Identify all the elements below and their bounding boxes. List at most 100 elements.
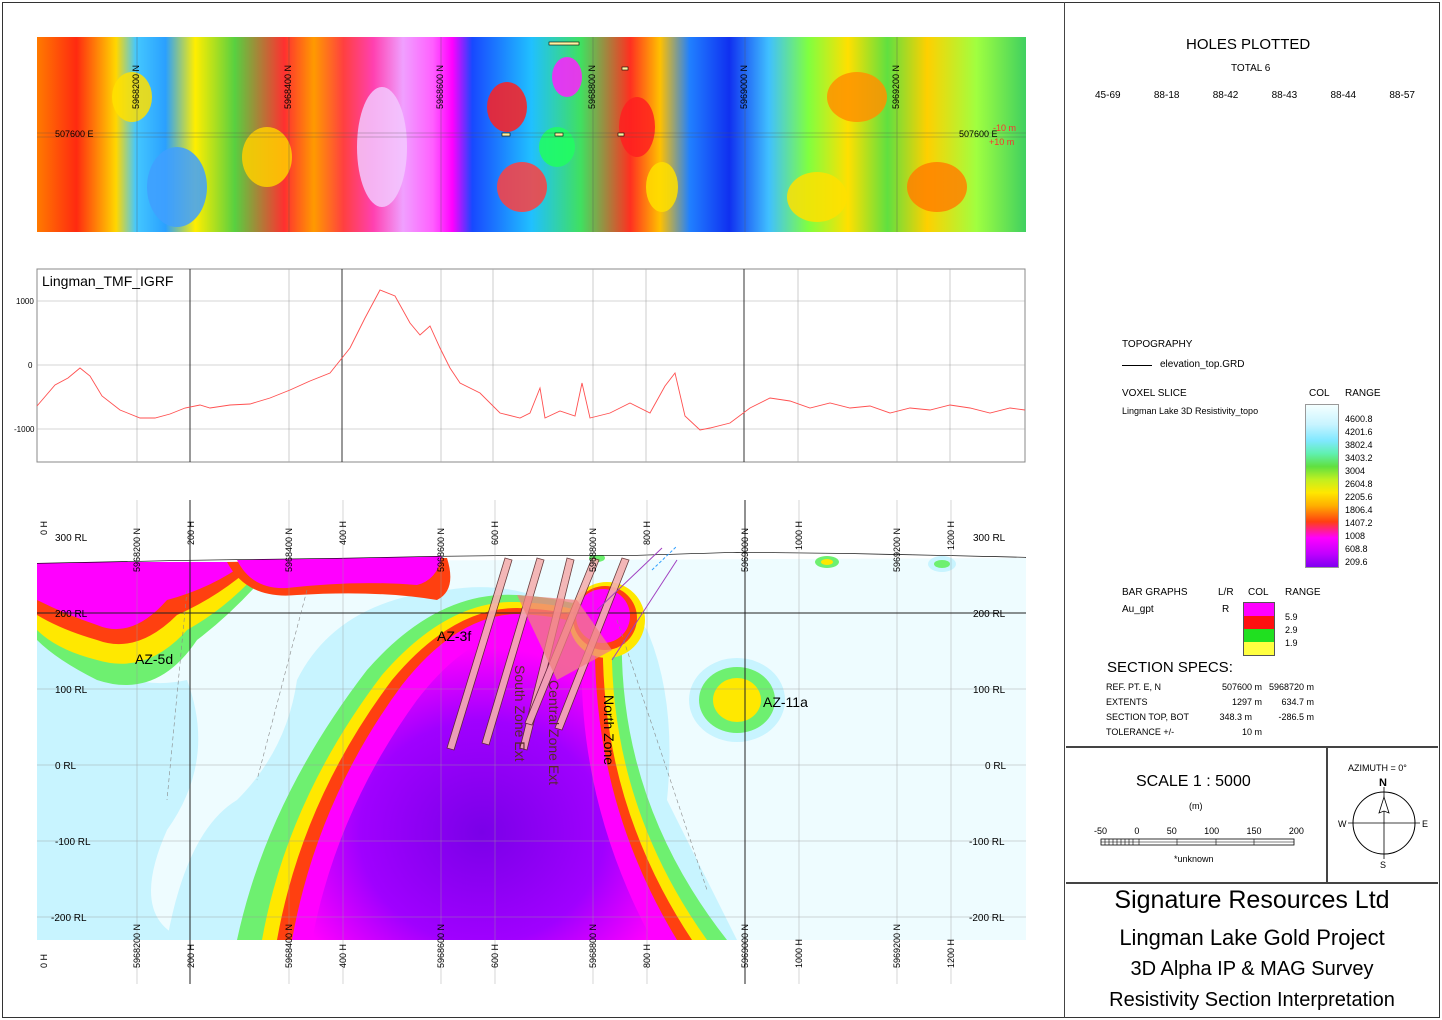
zone-label-az5d: AZ-5d [135,651,173,667]
plan-easting-left: 507600 E [55,129,94,139]
zone-label-central: Central Zone Ext [546,680,562,785]
bar-col-header: COL [1248,587,1269,598]
holes-total: TOTAL 6 [1231,63,1271,74]
bar-range: 1.9 [1285,638,1298,648]
rl-label-left: 100 RL [55,685,88,696]
profile-ytick: -1000 [14,425,35,434]
rl-label-right: 100 RL [973,685,1006,696]
h-label-top: 1200 H [946,521,956,550]
voxel-range-header: RANGE [1345,388,1381,399]
scale-note: *unknown [1174,854,1214,864]
compass-s: S [1380,860,1386,870]
n-label-top: 5969200 N [892,528,902,572]
specs-label: TOLERANCE +/- [1106,727,1175,737]
compass-w: W [1338,819,1347,829]
n-label-top: 5969000 N [740,528,750,572]
scale-bar [1100,838,1295,846]
voxel-range: 1407.2 [1345,518,1373,528]
voxel-range: 2205.6 [1345,492,1373,502]
plan-northing-label: 5968400 N [283,65,293,109]
azimuth-label: AZIMUTH = 0° [1348,763,1407,773]
hole-id: 88-43 [1271,90,1298,101]
sheet-divider [1064,2,1065,1018]
voxel-range-list: 4600.8 4201.6 3802.4 3403.2 3004 2604.8 … [1345,413,1373,569]
voxel-range: 4201.6 [1345,427,1373,437]
h-label-bottom: 600 H [490,944,500,968]
h-label-top: 0 H [39,521,49,535]
h-label-bottom: 200 H [186,944,196,968]
voxel-item: Lingman Lake 3D Resistivity_topo [1122,406,1259,416]
hole-id: 88-42 [1212,90,1239,101]
voxel-range: 2604.8 [1345,479,1373,489]
plan-northing-label: 5968200 N [131,65,141,109]
specs-title: SECTION SPECS: [1107,659,1233,676]
specs-v1: 10 m [1241,727,1262,737]
h-label-top: 600 H [490,521,500,545]
h-label-bottom: 1200 H [946,939,956,968]
voxel-range: 3403.2 [1345,453,1373,463]
resistivity-section: 300 RL 200 RL 100 RL 0 RL -100 RL -200 R… [37,500,1026,984]
bar-lr: R [1222,604,1230,615]
n-label-bottom: 5968600 N [436,924,446,968]
plan-tol-minus: +10 m [989,137,1014,147]
plan-northing-label: 5969200 N [891,65,901,109]
bar-title: BAR GRAPHS [1122,587,1188,598]
topo-line-swatch [1122,365,1152,366]
hole-id: 45-69 [1095,90,1121,101]
n-label-top: 5968600 N [436,528,446,572]
plan-northing-label: 5968600 N [435,65,445,109]
h-label-bottom: 800 H [642,944,652,968]
bar-item: Au_gpt [1122,604,1154,615]
voxel-range: 3802.4 [1345,440,1373,450]
scale-tick: -50 [1094,826,1108,836]
bar-range: 2.9 [1285,625,1298,635]
voxel-range: 1008 [1345,531,1366,541]
voxel-range: 608.8 [1345,544,1368,554]
rl-label-left: -100 RL [55,837,91,848]
hole-id: 88-57 [1389,90,1415,101]
rl-label-right: 300 RL [973,533,1006,544]
rl-label-right: 0 RL [985,761,1007,772]
profile-title: Lingman_TMF_IGRF [42,273,173,289]
topo-title: TOPOGRAPHY [1122,339,1193,350]
holes-list: 45-69 88-18 88-42 88-43 88-44 88-57 [1095,90,1415,101]
profile-ytick: 0 [28,361,33,370]
interpretation-title: Resistivity Section Interpretation [1109,989,1395,1011]
zone-label-north: North Zone [601,695,617,765]
scale-tick: 150 [1246,826,1262,836]
specs-table: REF. PT. E, N 507600 m 5968720 m EXTENTS… [1106,680,1314,740]
plan-map: 5968200 N 5968400 N 5968600 N 5968800 N … [37,37,1026,232]
scale-unit: (m) [1189,801,1203,811]
n-label-bottom: 5969200 N [892,924,902,968]
n-label-bottom: 5969000 N [740,924,750,968]
project-name: Lingman Lake Gold Project [1119,925,1385,950]
specs-v2: 634.7 m [1281,697,1314,707]
zone-label-az3f: AZ-3f [437,628,471,644]
zone-label-az11a: AZ-11a [763,694,808,710]
n-label-bottom: 5968400 N [284,924,294,968]
h-label-top: 200 H [186,521,196,545]
n-label-bottom: 5968800 N [588,924,598,968]
zone-label-south: South Zone Ext [512,665,528,762]
n-label-top: 5968400 N [284,528,294,572]
voxel-range: 4600.8 [1345,414,1373,424]
rl-label-left: 300 RL [55,533,88,544]
north-arrow-icon: N S E W [1338,777,1428,870]
n-label-bottom: 5968200 N [132,924,142,968]
scale-ticks: -50 0 50 100 150 200 [1094,826,1304,836]
specs-label: EXTENTS [1106,697,1148,707]
voxel-range: 1806.4 [1345,505,1373,515]
compass-n: N [1379,777,1387,789]
topo-item: elevation_top.GRD [1160,359,1245,370]
voxel-range: 209.6 [1345,557,1368,567]
scale-title: SCALE 1 : 5000 [1136,773,1251,790]
holes-title: HOLES PLOTTED [1186,36,1311,53]
specs-v1: 348.3 m [1219,712,1252,722]
h-label-top: 400 H [338,521,348,545]
voxel-col-header: COL [1309,388,1330,399]
plan-northing-label: 5968800 N [587,65,597,109]
scale-tick: 0 [1134,826,1140,836]
scale-tick: 100 [1204,826,1220,836]
survey-name: 3D Alpha IP & MAG Survey [1130,958,1374,980]
scale-tick: 200 [1288,826,1304,836]
